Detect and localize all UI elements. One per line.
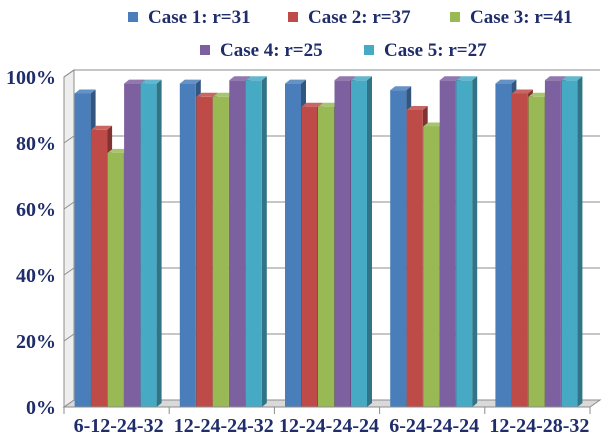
bar-top xyxy=(179,79,201,84)
bar-top xyxy=(439,76,461,81)
bar-top xyxy=(212,92,234,97)
bar-top xyxy=(107,148,129,153)
x-tick-label: 12-24-28-32 xyxy=(489,415,589,437)
gridline-depth xyxy=(63,135,75,144)
bar-top xyxy=(351,76,372,81)
bar-top xyxy=(301,102,323,107)
bar-front xyxy=(511,93,528,407)
bar-top xyxy=(544,76,566,81)
bar xyxy=(561,76,583,408)
bar-front xyxy=(423,126,440,407)
legend-label: Case 1: r=31 xyxy=(148,7,251,28)
bar-front xyxy=(179,83,196,407)
bar-front xyxy=(140,83,157,407)
bar-front xyxy=(439,80,456,408)
bar-top xyxy=(140,79,162,84)
bar-front xyxy=(245,80,262,408)
bar-front xyxy=(351,80,367,408)
y-tick-label: 20% xyxy=(16,331,56,353)
legend-entry: Case 3: r=41 xyxy=(450,7,573,28)
bar-side xyxy=(577,76,583,408)
bar-front xyxy=(495,83,512,407)
bar-side xyxy=(156,79,162,407)
bar-front xyxy=(301,106,318,407)
bar-top xyxy=(561,76,583,81)
bar xyxy=(456,76,478,408)
bar xyxy=(245,76,267,408)
legend-label: Case 4: r=25 xyxy=(220,40,323,61)
chart-side-wall xyxy=(63,69,75,408)
bar-top xyxy=(245,76,267,81)
bar-front xyxy=(74,93,91,407)
y-tick-label: 40% xyxy=(16,265,56,287)
bar-front xyxy=(561,80,578,408)
y-tick-label: 80% xyxy=(16,133,56,155)
x-tick-label: 6-12-24-32 xyxy=(74,415,164,437)
bar-top xyxy=(318,102,339,107)
bar-top xyxy=(456,76,478,81)
bar-top xyxy=(91,125,113,130)
bar-side xyxy=(472,76,478,408)
bar-top xyxy=(124,79,146,84)
bar-side xyxy=(261,76,267,408)
legend-label: Case 2: r=37 xyxy=(308,7,411,28)
bars xyxy=(74,76,583,408)
legend-entry: Case 1: r=31 xyxy=(128,7,251,28)
bar-top xyxy=(406,106,428,110)
x-tick-label: 12-24-24-32 xyxy=(174,415,274,437)
x-tick-label: 12-24-24-24 xyxy=(279,415,379,437)
x-tick-label: 6-24-24-24 xyxy=(389,415,479,437)
bar-front xyxy=(196,96,213,408)
legend-swatch xyxy=(200,45,210,55)
bar-top xyxy=(390,86,412,91)
legend: Case 1: r=31 Case 2: r=37 Case 3: r=41 Case… xyxy=(128,7,573,61)
gridline-depth xyxy=(63,69,75,78)
bar-front xyxy=(124,83,141,407)
legend-swatch xyxy=(128,12,138,22)
bar-front xyxy=(107,152,124,407)
bar-top xyxy=(334,76,356,81)
bar-top xyxy=(74,89,96,94)
bar-front xyxy=(528,96,545,408)
bar-front xyxy=(456,80,473,408)
x-axis-ticks: 6-12-24-32 12-24-24-32 12-24-24-24 6-24-24-… xyxy=(63,406,591,437)
bar-front xyxy=(285,83,301,407)
bar-side xyxy=(367,76,372,408)
bar-front xyxy=(544,80,561,408)
bar-top xyxy=(495,79,517,84)
bar-top xyxy=(196,92,218,97)
gridline-depth xyxy=(63,333,75,342)
bar-front xyxy=(406,110,423,407)
legend-swatch xyxy=(450,12,460,22)
legend-entry: Case 4: r=25 xyxy=(200,40,323,61)
bar-top xyxy=(528,92,550,97)
y-tick-label: 100% xyxy=(6,67,56,89)
legend-entry: Case 5: r=27 xyxy=(364,40,487,61)
y-axis-ticks: 0% 20% 40% 60% 80% 100% xyxy=(6,67,56,419)
legend-swatch xyxy=(288,12,298,22)
bar xyxy=(140,79,162,407)
bar xyxy=(351,76,372,408)
legend-swatch xyxy=(364,45,374,55)
bar-front xyxy=(229,80,246,408)
legend-label: Case 5: r=27 xyxy=(384,40,487,61)
bar-front xyxy=(334,80,351,408)
bar-front xyxy=(318,106,334,407)
bar-top xyxy=(229,76,251,81)
gridline-depth xyxy=(63,201,75,210)
legend-label: Case 3: r=41 xyxy=(470,7,573,28)
bar-top xyxy=(511,89,533,94)
y-tick-label: 60% xyxy=(16,199,56,221)
legend-entry: Case 2: r=37 xyxy=(288,7,411,28)
bar-top xyxy=(423,122,445,127)
gridline-depth xyxy=(63,267,75,276)
bar-front xyxy=(390,90,407,407)
bar-front xyxy=(212,96,229,408)
y-tick-label: 0% xyxy=(26,397,56,419)
bar-front xyxy=(91,129,108,408)
bar-top xyxy=(285,79,306,84)
